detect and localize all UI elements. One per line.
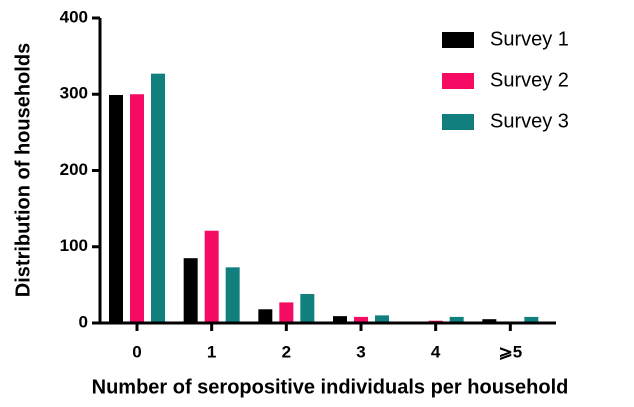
legend-swatch bbox=[442, 73, 474, 89]
bar bbox=[279, 302, 294, 323]
y-tick-label: 300 bbox=[60, 84, 88, 103]
bar bbox=[375, 315, 389, 323]
x-tick-label: 0 bbox=[132, 342, 141, 361]
bar bbox=[183, 258, 198, 323]
x-tick-label: 1 bbox=[207, 342, 216, 361]
legend-swatch bbox=[442, 32, 474, 48]
bar bbox=[130, 94, 144, 323]
y-tick-label: 400 bbox=[60, 7, 88, 26]
legend-label: Survey 1 bbox=[490, 28, 569, 50]
y-tick-label: 0 bbox=[79, 312, 88, 331]
bar bbox=[482, 319, 497, 323]
bar bbox=[109, 95, 123, 323]
bar bbox=[333, 316, 347, 323]
bar bbox=[300, 294, 315, 323]
x-tick-label: ⩾5 bbox=[498, 342, 522, 361]
y-tick-label: 200 bbox=[60, 160, 88, 179]
bar bbox=[449, 316, 464, 323]
bar bbox=[151, 73, 165, 323]
bar bbox=[258, 309, 273, 323]
y-axis-label: Distribution of households bbox=[12, 43, 34, 297]
legend-label: Survey 2 bbox=[490, 69, 569, 91]
x-tick-label: 3 bbox=[356, 342, 365, 361]
x-axis-label: Number of seropositive individuals per h… bbox=[92, 376, 569, 398]
x-tick-label: 4 bbox=[431, 342, 441, 361]
y-tick-label: 100 bbox=[60, 236, 88, 255]
bar bbox=[354, 316, 368, 323]
bar bbox=[204, 230, 219, 323]
legend-label: Survey 3 bbox=[490, 110, 569, 132]
legend-swatch bbox=[442, 114, 474, 130]
x-tick-label: 2 bbox=[282, 342, 291, 361]
bar bbox=[225, 267, 240, 323]
bar bbox=[524, 316, 539, 323]
